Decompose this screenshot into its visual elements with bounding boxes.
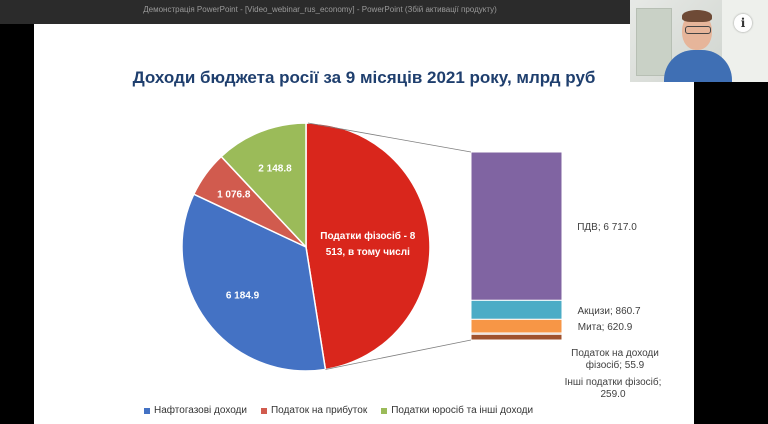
breakdown-bar-vat: [470, 151, 563, 301]
pie-label-profit-tax: 1 076.8: [217, 189, 251, 200]
window-title: Демонстрація PowerPoint - [Video_webinar…: [143, 5, 497, 14]
speaker-hair: [682, 10, 712, 22]
budget-chart: Податки фізосіб - 8 513, в тому числі 6 18…: [181, 122, 662, 400]
info-icon[interactable]: i: [734, 14, 752, 32]
speaker-glasses: [685, 26, 711, 34]
legend-item-oil-gas: Нафтогазові доходи: [144, 405, 247, 416]
webcam-video: [630, 0, 768, 82]
breakdown-bar-duties: [470, 318, 563, 334]
pie-label-personal: Податки фізосіб - 8 513, в тому числі: [320, 230, 416, 258]
legend-item-corporate: Податки юросіб та інші доходи: [381, 405, 533, 416]
chart-title: Доходи бюджета росії за 9 місяців 2021 р…: [132, 68, 596, 87]
breakdown-label-duties: Мита; 620.9: [578, 322, 633, 333]
legend-label: Податки юросіб та інші доходи: [391, 405, 534, 416]
legend-label: Нафтогазові доходи: [154, 405, 247, 416]
breakdown-bar-other-personal: [470, 333, 563, 341]
breakdown-label-vat: ПДВ; 6 717.0: [577, 222, 637, 233]
legend-swatch: [144, 407, 150, 414]
chart-legend: Нафтогазові доходи Податок на прибуток Под…: [144, 405, 624, 416]
breakdown-label-excise: Акцизи; 860.7: [577, 306, 641, 317]
connector-line-bottom: [325, 339, 472, 370]
pie-label-corporate: 2 148.8: [258, 164, 292, 175]
breakdown-label-other-personal: Інші податки фізосіб; 259.0: [565, 376, 662, 400]
pie-slice-oil-gas: [181, 193, 327, 372]
breakdown-bar-excise: [470, 299, 563, 320]
pie-slice-personal: [305, 122, 431, 371]
legend-swatch: [260, 407, 267, 414]
pie-slice-corporate: [220, 122, 307, 249]
presentation-slide: Доходи бюджета росії за 9 місяців 2021 р…: [34, 24, 694, 424]
legend-label: Податок на прибуток: [270, 405, 368, 416]
screen-margin: [694, 82, 768, 424]
legend-swatch: [381, 407, 388, 414]
breakdown-label-personal-income: Податок на доходи фізосіб; 55.9: [571, 348, 659, 371]
connector-line-top: [307, 122, 472, 153]
legend-item-profit-tax: Податок на прибуток: [260, 405, 368, 416]
pie-label-oil-gas: 6 184.9: [226, 291, 260, 302]
webcam-door: [636, 8, 672, 76]
